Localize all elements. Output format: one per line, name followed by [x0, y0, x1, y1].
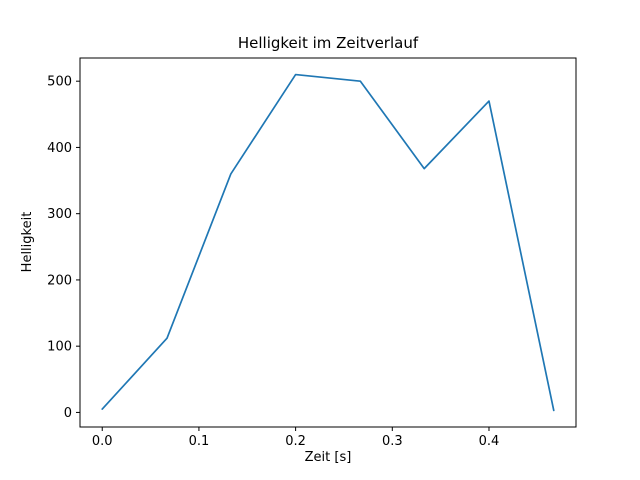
y-tick-label: 400 [47, 141, 72, 156]
y-tick-label: 300 [47, 207, 72, 222]
axes-spines [79, 57, 577, 428]
x-axis-label: Zeit [s] [305, 450, 352, 465]
x-tick-label: 0.3 [382, 434, 403, 449]
y-tick-label: 0 [64, 406, 72, 421]
y-tick-label: 500 [47, 75, 72, 90]
y-tick-label: 200 [47, 273, 72, 288]
x-tick-label: 0.4 [479, 434, 500, 449]
y-tick-label: 100 [47, 340, 72, 355]
plot-area-background [80, 58, 576, 427]
x-tick-label: 0.0 [92, 434, 113, 449]
x-tick-label: 0.2 [285, 434, 306, 449]
y-axis-label: Helligkeit [20, 212, 35, 273]
tick-layer: 0.0 0.1 0.2 0.3 0.4 0 100 200 300 400 500 [47, 75, 499, 449]
data-series-layer [101, 73, 555, 412]
brightness-line-series [101, 73, 555, 412]
chart-title: Helligkeit im Zeitverlauf [238, 34, 419, 52]
x-tick-label: 0.1 [189, 434, 210, 449]
